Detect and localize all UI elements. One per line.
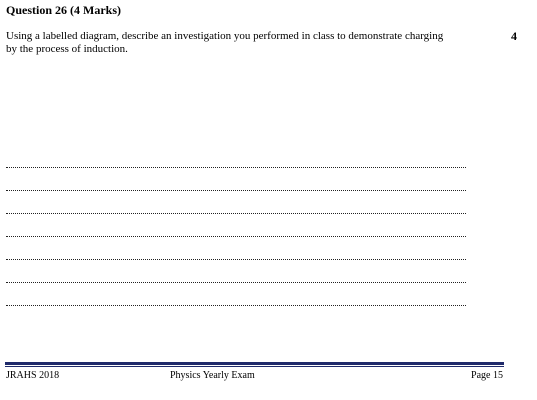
answer-line xyxy=(6,222,466,237)
answer-line xyxy=(6,268,466,283)
answer-lines xyxy=(6,153,466,314)
answer-line xyxy=(6,153,466,168)
question-text: Using a labelled diagram, describe an in… xyxy=(6,30,444,55)
question-title: Question 26 (4 Marks) xyxy=(6,3,121,17)
answer-line xyxy=(6,245,466,260)
answer-line xyxy=(6,291,466,306)
footer-exam-name: Physics Yearly Exam xyxy=(170,370,255,381)
answer-line xyxy=(6,176,466,191)
footer-school: JRAHS 2018 xyxy=(6,370,60,381)
question-marks: 4 xyxy=(511,29,517,43)
footer-page-number: Page 15 xyxy=(471,370,503,381)
footer-rule xyxy=(5,362,504,365)
footer-rule-thin xyxy=(5,366,504,367)
answer-line xyxy=(6,199,466,214)
